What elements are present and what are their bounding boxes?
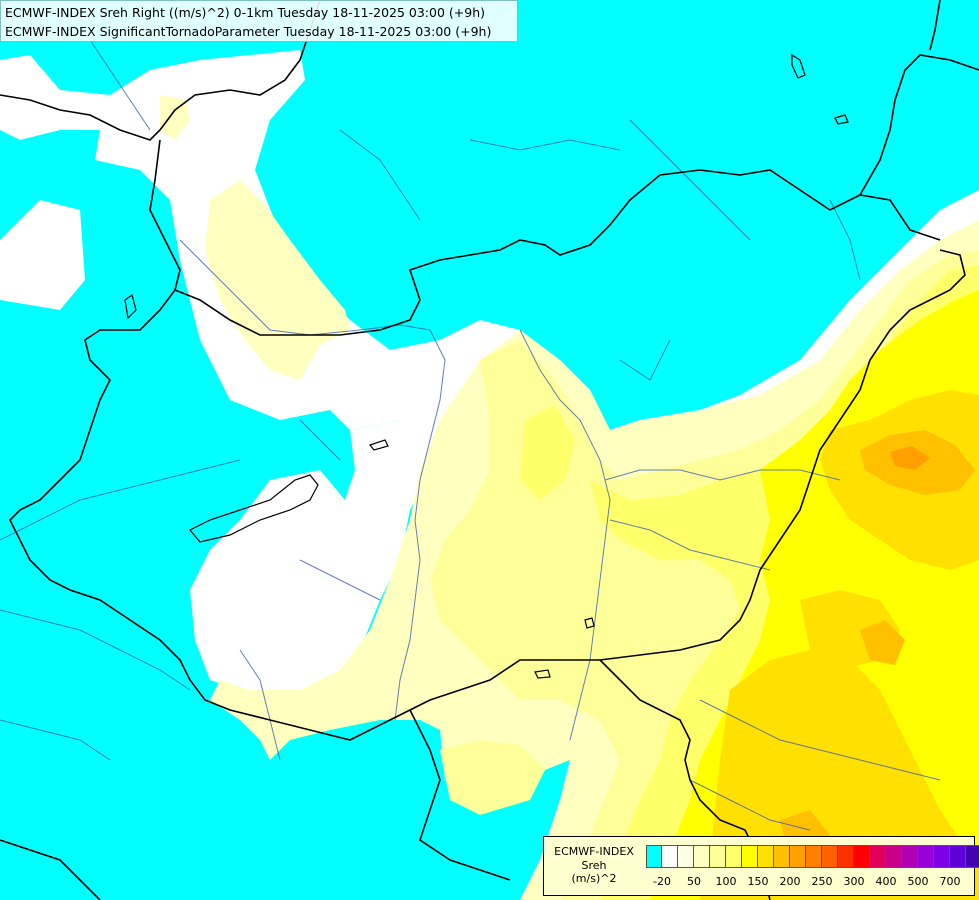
field-white-north-ribbon (0, 50, 979, 480)
legend-swatch (966, 846, 979, 867)
header-line-sreh: ECMWF-INDEX Sreh Right ((m/s)^2) 0-1km T… (5, 5, 485, 20)
legend-swatch (774, 846, 790, 867)
legend-swatch (934, 846, 950, 867)
legend-swatch (854, 846, 870, 867)
legend-swatch (790, 846, 806, 867)
legend-tick-label: -20 (653, 875, 671, 888)
legend-swatch (710, 846, 726, 867)
legend-swatch (806, 846, 822, 867)
legend-tick-label: 50 (687, 875, 701, 888)
field-white-west (0, 200, 85, 310)
legend-swatch (838, 846, 854, 867)
color-legend: ECMWF-INDEX Sreh (m/s)^2 -20 50 100 150 200 2… (543, 836, 979, 896)
legend-tick-label: 250 (811, 875, 833, 888)
legend-title-model: ECMWF-INDEX (554, 845, 634, 858)
field-pale-yellow-stripe (205, 180, 350, 380)
legend-swatch (950, 846, 966, 867)
legend-swatch (662, 846, 678, 867)
rivers (0, 39, 941, 831)
legend-swatch (646, 846, 662, 867)
field-amber-south (860, 620, 905, 665)
legend-swatch (822, 846, 838, 867)
field-pale-yellow-north (160, 95, 190, 140)
legend-swatch (694, 846, 710, 867)
legend-tick-label: 700 (939, 875, 961, 888)
lakes (124, 53, 849, 679)
legend-swatch (726, 846, 742, 867)
legend-tick-label: 300 (843, 875, 865, 888)
legend-color-bar (646, 845, 979, 868)
legend-title: ECMWF-INDEX Sreh (m/s)^2 (548, 845, 640, 886)
legend-swatch (886, 846, 902, 867)
field-light-yellow-south (440, 740, 545, 815)
legend-title-unit: (m/s)^2 (571, 872, 617, 885)
header-line-stp: ECMWF-INDEX SignificantTornadoParameter … (5, 24, 492, 39)
legend-swatch (902, 846, 918, 867)
legend-swatch (918, 846, 934, 867)
legend-tick-label: 200 (779, 875, 801, 888)
legend-tick-label: 150 (747, 875, 769, 888)
legend-tick-label: 500 (907, 875, 929, 888)
legend-swatch (678, 846, 694, 867)
field-white-central (190, 420, 440, 700)
field-orange-center (890, 446, 930, 470)
legend-swatch (870, 846, 886, 867)
legend-swatch (742, 846, 758, 867)
field-yellow-west-blob (520, 405, 575, 500)
legend-swatch (758, 846, 774, 867)
map-header: ECMWF-INDEX Sreh Right ((m/s)^2) 0-1km T… (0, 0, 518, 42)
legend-tick-label: 400 (875, 875, 897, 888)
legend-tick-label: 100 (715, 875, 737, 888)
legend-title-param: Sreh (581, 858, 607, 872)
